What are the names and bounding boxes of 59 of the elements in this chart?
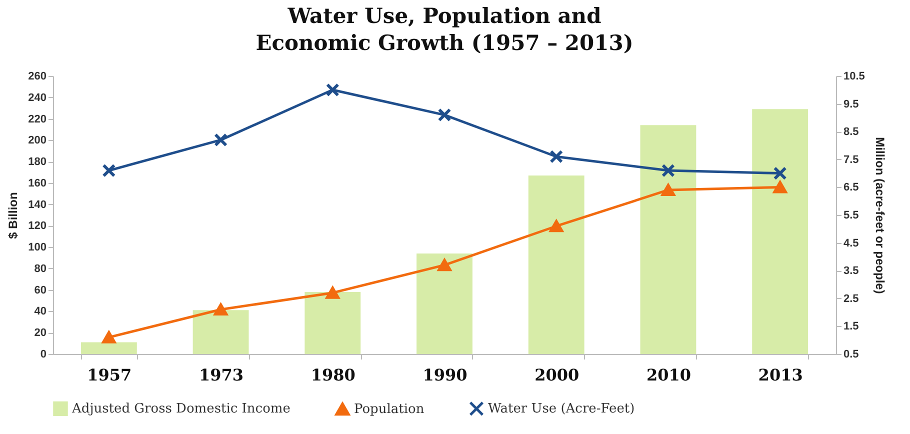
point <box>661 164 675 178</box>
point <box>326 83 340 97</box>
point <box>661 184 675 196</box>
point <box>326 286 340 299</box>
x-tick-label: 1973 <box>199 366 244 384</box>
y-tick-label: 240 <box>28 92 46 104</box>
point <box>773 181 787 194</box>
y2-tick-label: 4.5 <box>844 237 859 250</box>
point <box>773 166 787 180</box>
y-tick-label: 220 <box>28 113 46 126</box>
x-tick-label: 1990 <box>422 366 468 384</box>
x-tick-label: 1980 <box>310 366 356 384</box>
point <box>214 133 228 147</box>
y2-tick-label: 6.5 <box>844 182 859 194</box>
bar <box>640 125 696 354</box>
x-tick-label: 2000 <box>534 366 580 384</box>
chart-title: Water Use, Population and Economic Growth (1957 – 2013) <box>256 3 634 55</box>
y2-tick-label: 5.5 <box>844 210 859 222</box>
y-tick-label: 120 <box>28 220 46 232</box>
y-tick-label: 140 <box>28 198 46 211</box>
bar <box>192 310 249 354</box>
y2-tick-label: 0.5 <box>844 348 859 360</box>
y-tick-label: 160 <box>28 177 46 190</box>
x-tick-label: 2013 <box>758 366 803 384</box>
y2-tick-label: 2.5 <box>844 292 859 305</box>
bar <box>80 342 137 354</box>
bar <box>528 175 584 354</box>
y2-tick-label: 9.5 <box>844 98 859 110</box>
x-tick-label: 2010 <box>646 366 691 384</box>
y-tick-label: 40 <box>34 306 46 318</box>
bar <box>416 253 472 354</box>
x-tick-label: 1957 <box>87 366 132 384</box>
y-tick-label: 80 <box>34 262 46 275</box>
legend-label: Water Use (Acre-Feet) <box>488 402 635 417</box>
legend-label: Adjusted Gross Domestic Income <box>71 402 291 417</box>
y-tick-label: 180 <box>28 156 46 168</box>
y-tick-label: 260 <box>28 70 46 82</box>
y2-axis-title: Million (acre-feet or people) <box>872 137 887 294</box>
legend-label: Population <box>354 402 425 418</box>
y2-tick-label: 10.5 <box>844 70 865 82</box>
y-axis-title: $ Billion <box>6 192 20 239</box>
y-tick-label: 60 <box>34 284 46 296</box>
point <box>550 150 564 164</box>
point <box>438 259 452 272</box>
point <box>214 303 228 316</box>
point <box>102 164 116 178</box>
bar <box>304 292 361 354</box>
y2-tick-label: 7.5 <box>844 154 859 166</box>
bar <box>752 109 808 354</box>
y2-tick-label: 1.5 <box>844 320 859 333</box>
point <box>102 331 116 344</box>
y-tick-label: 0 <box>40 348 46 360</box>
y2-tick-label: 3.5 <box>844 265 859 278</box>
point <box>550 220 564 232</box>
y-tick-label: 200 <box>28 134 46 147</box>
y2-tick-label: 8.5 <box>844 126 859 138</box>
y-tick-label: 100 <box>28 242 46 254</box>
y-tick-label: 20 <box>34 327 46 340</box>
point <box>438 108 452 122</box>
